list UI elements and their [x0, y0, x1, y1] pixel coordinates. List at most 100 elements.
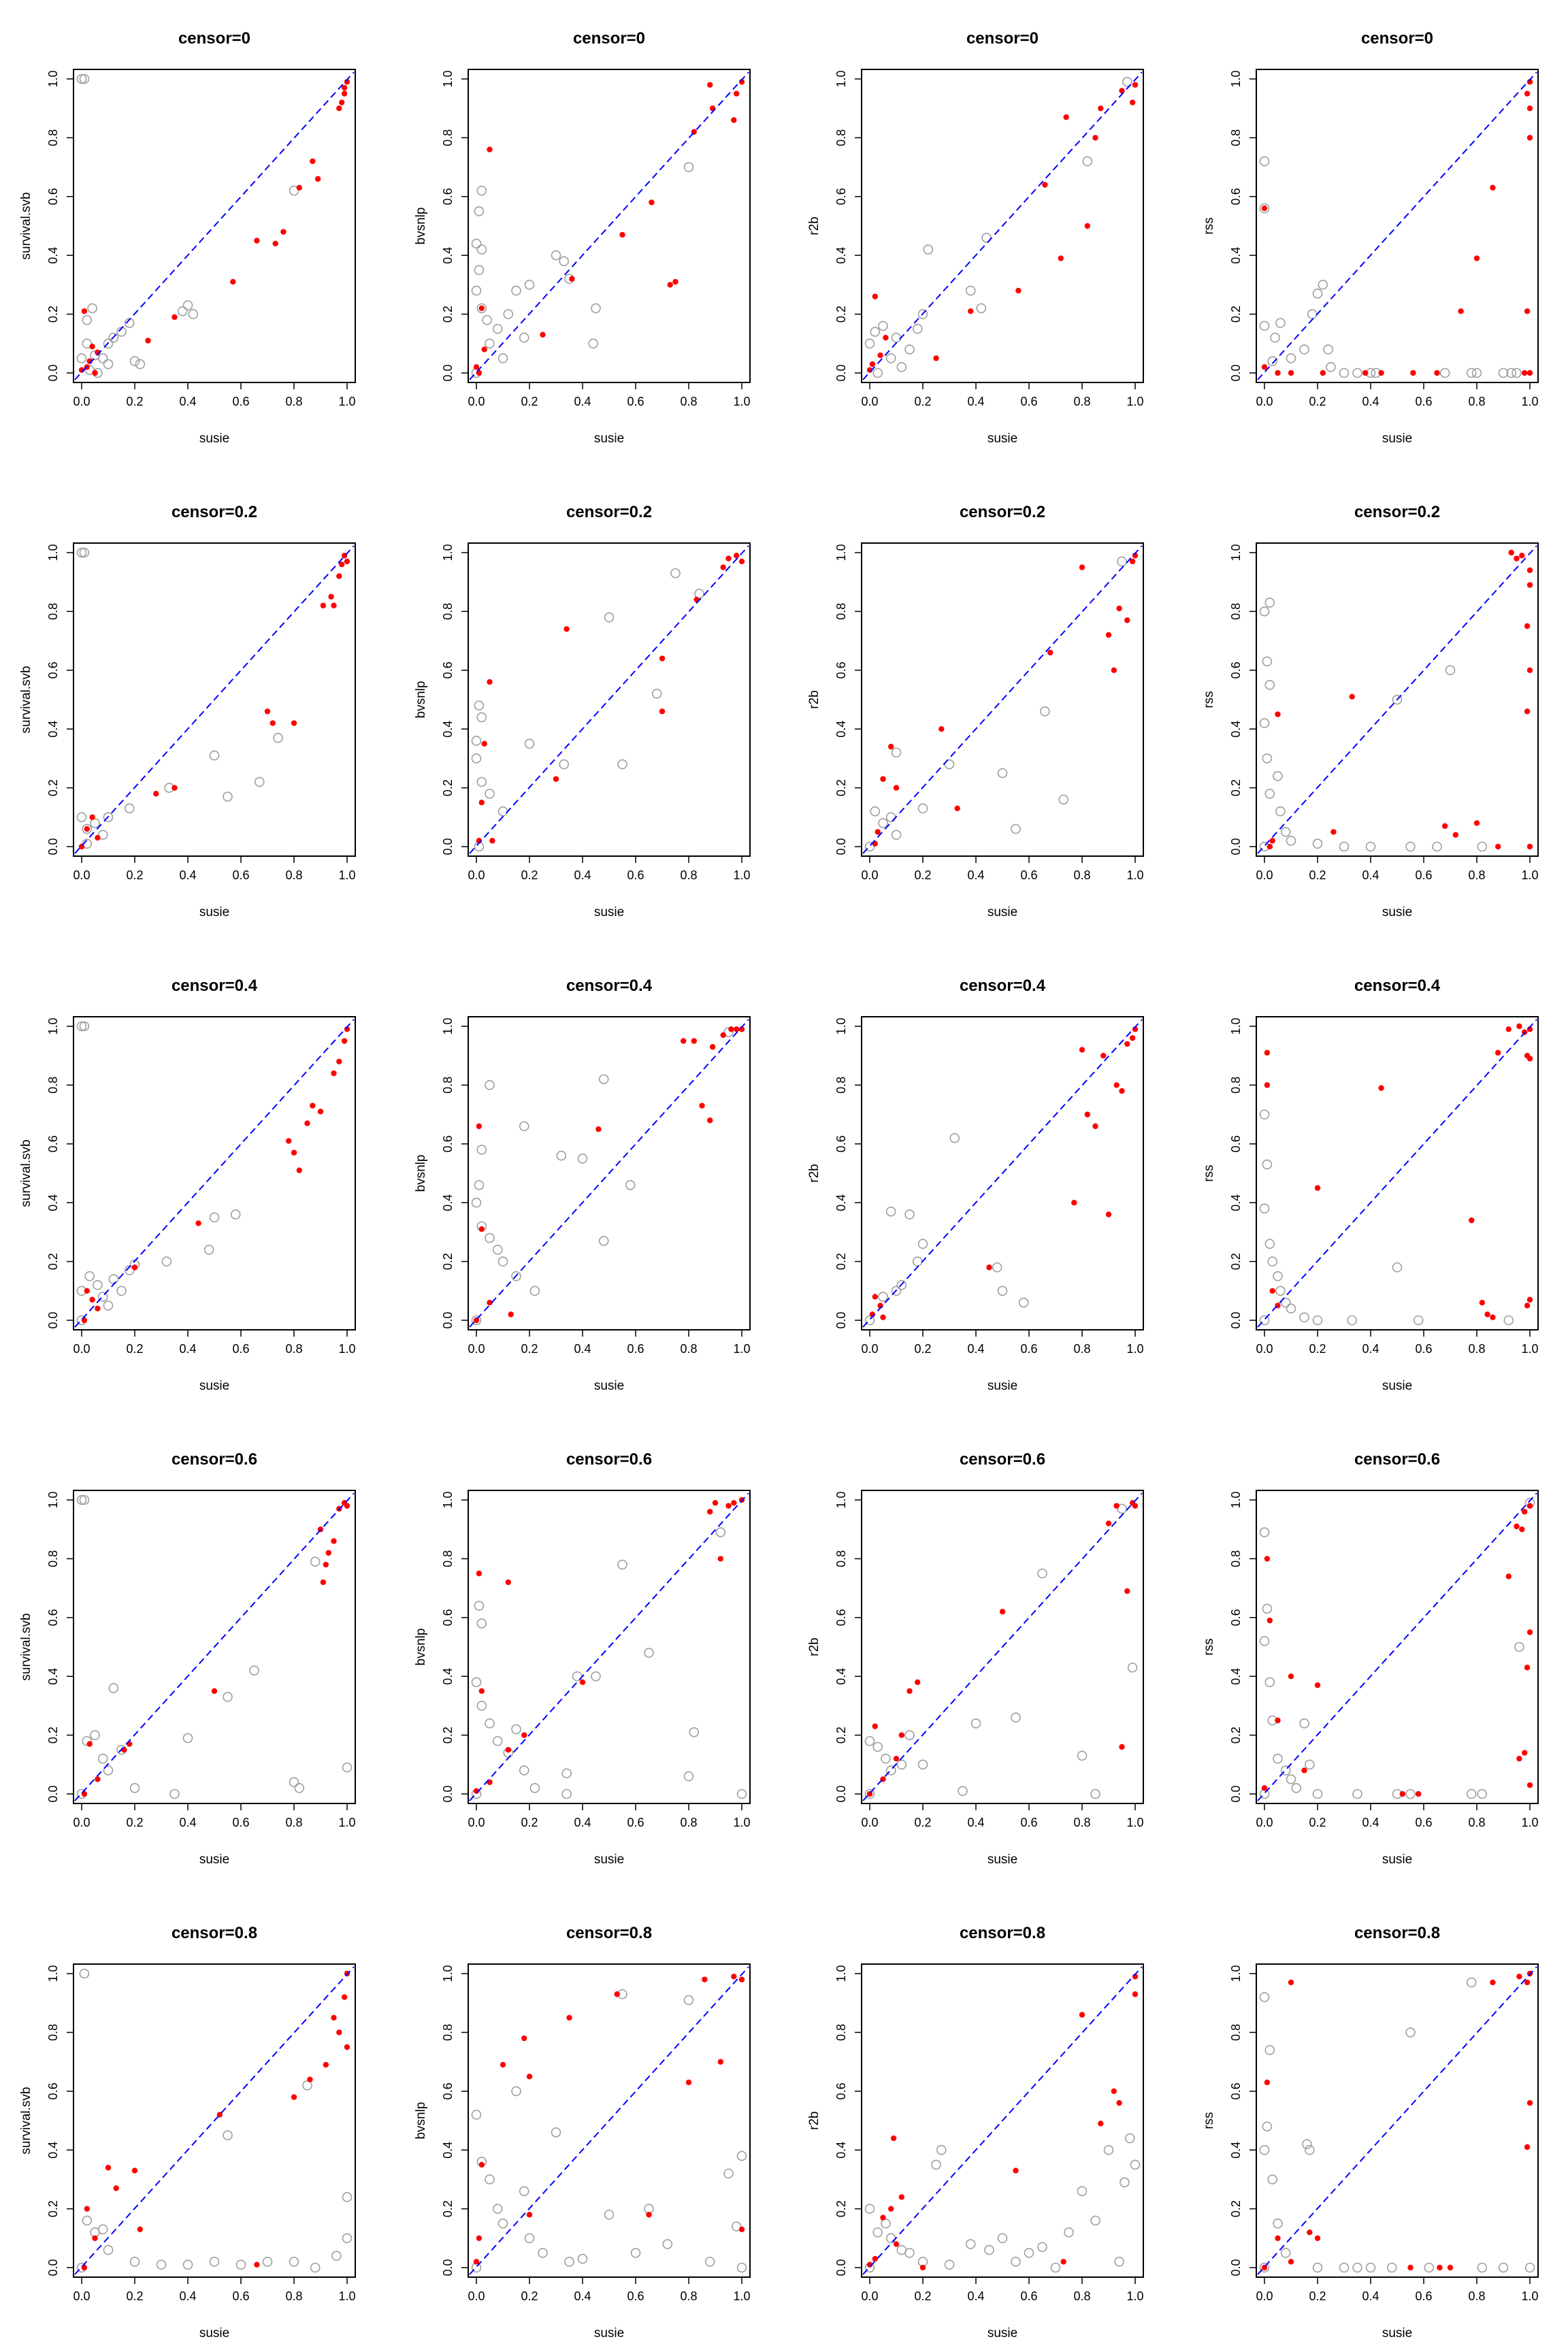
red-point	[1434, 370, 1440, 376]
open-circle-point	[476, 1145, 487, 1155]
red-point	[1113, 1082, 1120, 1088]
open-circle-point	[912, 1256, 923, 1267]
open-circle-point	[223, 791, 233, 802]
open-circle-point	[1312, 1788, 1323, 1799]
red-point	[84, 2206, 90, 2212]
red-point	[521, 1732, 527, 1738]
red-point	[320, 1579, 327, 1586]
open-circle-point	[689, 1727, 700, 1737]
open-circle-point	[1339, 2262, 1350, 2273]
red-point	[310, 1102, 316, 1109]
open-circle-point	[1318, 280, 1328, 290]
red-point	[717, 1556, 724, 1562]
red-point	[1267, 1617, 1273, 1624]
y-tick-label: 0.6	[46, 1135, 60, 1152]
scatter-panel: censor=0.4 0.0 0.2 0.4 0.6 0.8 1.0 0.0 0.2 0.4 0.6…	[807, 977, 1144, 1393]
red-point	[709, 1044, 716, 1050]
x-tick-label: 0.8	[1468, 868, 1485, 882]
x-tick-label: 0.4	[574, 868, 591, 882]
red-point	[1442, 823, 1448, 829]
y-tick-label: 1.0	[834, 1965, 848, 1982]
open-circle-point	[1264, 1677, 1275, 1688]
open-circle-point	[1352, 1788, 1362, 1799]
open-circle-point	[992, 1262, 1002, 1273]
plot-frame	[1256, 1490, 1539, 1804]
y-tick-label: 0.4	[834, 1668, 848, 1685]
y-tick-label: 0.4	[834, 721, 848, 738]
x-tick-label: 0.8	[1468, 2289, 1485, 2303]
open-circle-point	[84, 365, 95, 375]
x-tick-label: 0.8	[1073, 1816, 1090, 1829]
red-point	[291, 2094, 297, 2100]
red-point	[500, 2061, 506, 2068]
x-tick-label: 0.6	[627, 2289, 644, 2303]
red-point	[725, 1503, 732, 1509]
red-point	[699, 1102, 705, 1109]
open-circle-point	[76, 1494, 87, 1505]
scatter-panel: censor=0 0.0 0.2 0.4 0.6 0.8 1.0 0.0 0.2 0.4 0.6 0.…	[807, 29, 1144, 446]
y-tick-label: 1.0	[1229, 1491, 1243, 1508]
y-tick-label: 0.4	[1229, 721, 1243, 738]
red-point	[883, 334, 889, 341]
red-point	[1129, 99, 1136, 105]
open-circle-point	[1305, 1759, 1315, 1770]
open-circle-point	[1259, 1992, 1270, 2002]
open-circle-point	[864, 1735, 875, 1746]
diagonal-reference-line	[1257, 1492, 1537, 1801]
y-tick-label: 0.8	[834, 129, 848, 146]
open-circle-point	[476, 185, 487, 196]
y-tick-label: 0.4	[1229, 247, 1243, 264]
red-point	[1092, 135, 1098, 141]
red-point	[95, 1776, 101, 1782]
y-tick-label: 0.6	[834, 188, 848, 205]
red-point	[968, 308, 974, 314]
red-point	[1458, 308, 1464, 314]
red-point	[540, 331, 546, 338]
red-point	[339, 561, 345, 568]
y-tick-label: 0.0	[1229, 2259, 1243, 2276]
y-axis-label: rss	[1202, 1638, 1216, 1655]
y-tick-label: 1.0	[834, 70, 848, 87]
x-tick-label: 0.8	[1468, 395, 1485, 408]
open-circle-point	[97, 2224, 108, 2235]
red-point	[1105, 1520, 1112, 1526]
panel-title: censor=0.4	[1354, 977, 1441, 995]
red-point	[113, 2185, 119, 2191]
red-point	[270, 720, 276, 726]
red-point	[325, 1550, 331, 1556]
x-tick-label: 1.0	[733, 1816, 750, 1829]
y-tick-label: 1.0	[46, 70, 60, 87]
x-tick-label: 0.2	[126, 868, 143, 882]
red-point	[1013, 2168, 1019, 2174]
open-circle-point	[511, 1724, 521, 1735]
y-tick-label: 0.6	[46, 188, 60, 205]
points-layer	[469, 1492, 749, 1801]
red-point	[619, 231, 625, 238]
red-point	[1098, 2121, 1104, 2127]
open-circle-point	[1432, 841, 1442, 852]
x-axis-label: susie	[199, 1852, 229, 1867]
red-point	[341, 1038, 348, 1044]
red-point	[872, 2255, 879, 2262]
open-circle-point	[289, 2257, 299, 2267]
scatter-panel: censor=0.4 0.0 0.2 0.4 0.6 0.8 1.0 0.0 0.2 0.4 0.6…	[19, 977, 356, 1393]
open-circle-point	[904, 344, 915, 355]
open-circle-point	[1365, 2262, 1376, 2273]
red-point	[691, 1038, 697, 1044]
points-layer	[74, 1966, 355, 2275]
panel-title: censor=0.8	[960, 1924, 1045, 1942]
open-circle-point	[342, 2233, 353, 2244]
open-circle-point	[1259, 1203, 1270, 1214]
red-point	[712, 1500, 719, 1506]
red-point	[314, 176, 321, 182]
open-circle-point	[182, 1733, 193, 1744]
open-circle-point	[1267, 2174, 1277, 2185]
y-tick-label: 0.0	[441, 1311, 455, 1328]
points-layer	[862, 1492, 1143, 1801]
open-circle-point	[1524, 2262, 1535, 2273]
x-tick-label: 0.2	[1309, 1342, 1326, 1356]
red-point	[296, 184, 302, 191]
points-layer	[469, 545, 749, 854]
x-tick-label: 0.2	[521, 2289, 538, 2303]
red-point	[1526, 582, 1533, 588]
